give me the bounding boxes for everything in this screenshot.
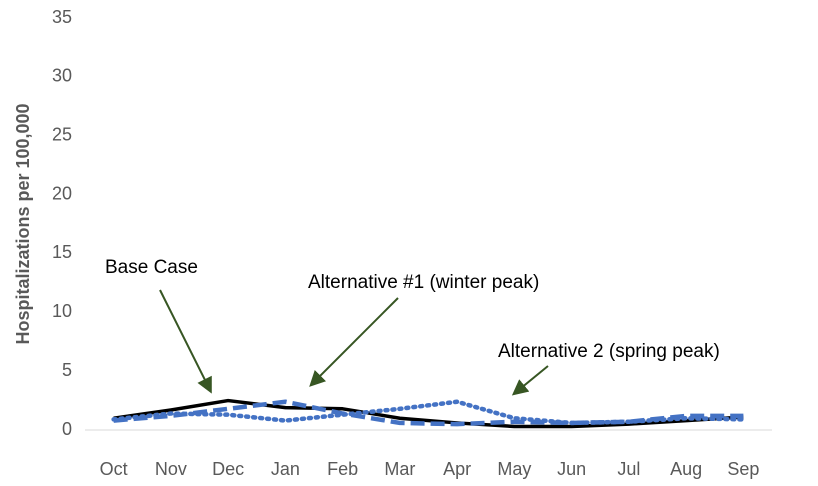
x-tick-label: May — [497, 459, 531, 479]
y-tick-label: 5 — [62, 360, 72, 380]
x-tick-label: Apr — [443, 459, 471, 479]
y-tick-label: 10 — [52, 301, 72, 321]
y-tick-label: 0 — [62, 419, 72, 439]
y-tick-label: 15 — [52, 242, 72, 262]
y-tick-label: 25 — [52, 124, 72, 144]
x-tick-label: Mar — [384, 459, 415, 479]
annotation: Base Case — [105, 257, 198, 278]
x-tick-label: Jan — [271, 459, 300, 479]
series-line — [113, 398, 744, 429]
x-tick-label: Feb — [327, 459, 358, 479]
x-tick-label: Aug — [670, 459, 702, 479]
x-tick-label: Jul — [617, 459, 640, 479]
arrow — [511, 365, 549, 396]
x-tick-label: Nov — [155, 459, 187, 479]
series-line — [111, 399, 746, 426]
y-tick-label: 30 — [52, 66, 72, 86]
y-tick-label: 20 — [52, 183, 72, 203]
y-axis-label: Hospitalizations per 100,000 — [13, 103, 33, 344]
annotation: Alternative 2 (spring peak) — [498, 341, 720, 362]
y-tick-label: 35 — [52, 7, 72, 27]
arrow — [159, 289, 212, 394]
x-tick-label: Jun — [557, 459, 586, 479]
annotation: Alternative #1 (winter peak) — [308, 272, 539, 293]
x-tick-label: Sep — [727, 459, 759, 479]
x-tick-label: Dec — [212, 459, 244, 479]
x-tick-label: Oct — [100, 459, 128, 479]
arrow — [309, 297, 399, 387]
